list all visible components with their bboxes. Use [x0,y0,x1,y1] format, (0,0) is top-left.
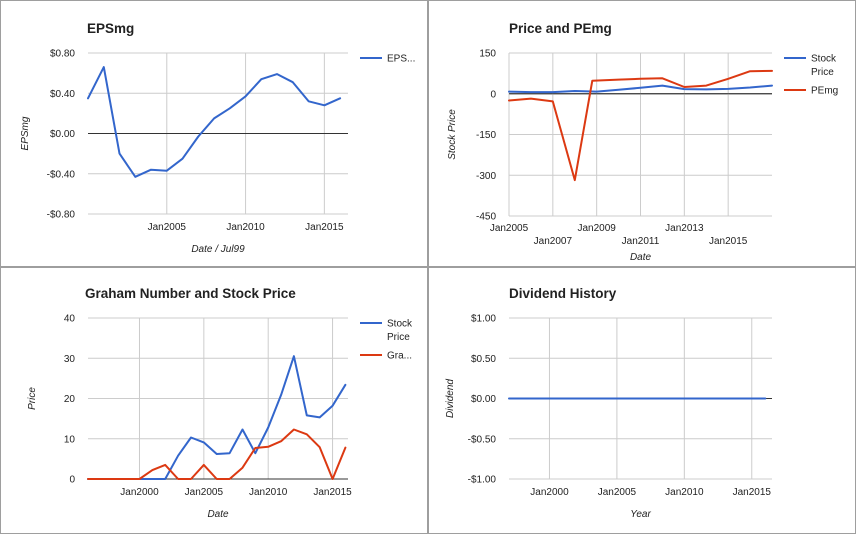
x-tick-label: Jan2010 [665,487,704,498]
y-tick-label: -$0.40 [47,169,76,180]
y-tick-label: $0.80 [50,49,75,60]
y-tick-label: -150 [476,130,496,141]
x-tick-label: Jan2011 [622,236,660,247]
series-line [87,355,347,480]
chart-panel-graham: Graham Number and Stock Price 40 30 20 10 0 Ja… [0,267,428,534]
x-tick-label: Jan2005 [148,222,187,233]
y-tick-label: 0 [69,475,75,486]
chart-dividend-history: Dividend History $1.00 $0.50 $0.00 -$0.50 -$1… [445,286,772,520]
series-line [87,428,347,480]
x-tick-label: Jan2005 [490,223,529,234]
legend-label: Stock [811,54,837,65]
legend-label: Stock [387,319,413,330]
x-tick-label: Jan2005 [598,487,637,498]
y-tick-label: -$0.80 [47,210,76,221]
series-line [508,84,773,94]
y-tick-label: $0.00 [471,394,496,405]
y-tick-label: 30 [64,354,76,365]
y-tick-label: 0 [490,89,496,100]
y-tick-label: 20 [64,394,76,405]
x-tick-label: Jan2000 [120,487,159,498]
x-tick-label: Jan2015 [305,222,344,233]
x-axis-label: Date / Jul99 [191,244,245,255]
x-tick-label: Jan2000 [530,487,569,498]
y-tick-label: 10 [64,434,76,445]
legend-label: Price [811,67,834,78]
y-tick-label: 40 [64,314,76,325]
y-tick-label: 150 [479,49,496,60]
series-line [87,66,342,178]
x-tick-label: Jan2010 [226,222,265,233]
chart-panel-price-pemg: Price and PEmg 150 0 -150 -300 -450 Jan2005 Jan… [428,0,856,267]
x-tick-label: Jan2010 [249,487,288,498]
y-tick-label: -$1.00 [468,475,497,486]
x-axis-label: Date [630,252,652,263]
y-tick-label: -450 [476,212,496,223]
series-line [508,69,773,182]
x-tick-label: Jan2013 [665,223,704,234]
chart-title: Dividend History [509,286,617,301]
legend-label: PEmg [811,86,838,97]
y-tick-label: $0.50 [471,354,496,365]
x-axis-label: Date [207,509,229,520]
chart-panel-epsmg: EPSmg $0.80 $0.40 $0.00 -$0.40 -$0.80 Jan2005 J… [0,0,428,267]
x-tick-label: Jan2009 [577,223,616,234]
y-axis-label: EPSmg [20,116,31,150]
y-tick-label: $1.00 [471,314,496,325]
y-axis-label: Price [27,387,38,410]
x-tick-label: Jan2015 [733,487,772,498]
y-tick-label: -$0.50 [468,434,497,445]
legend-label: Price [387,332,410,343]
legend-label: Gra... [387,351,412,362]
x-tick-label: Jan2007 [534,236,573,247]
legend-label: EPS... [387,54,415,65]
x-axis-label: Year [630,509,651,520]
y-axis-label: Dividend [445,379,456,418]
chart-title: Price and PEmg [509,21,612,36]
y-axis-label: Stock Price [447,109,458,160]
y-tick-label: $0.00 [50,129,75,140]
y-tick-label: -300 [476,171,496,182]
chart-panel-dividend: Dividend History $1.00 $0.50 $0.00 -$0.50 -$1… [428,267,856,534]
x-tick-label: Jan2015 [709,236,748,247]
chart-graham-number: Graham Number and Stock Price 40 30 20 10 0 Ja… [27,286,413,520]
chart-title: EPSmg [87,21,134,36]
x-tick-label: Jan2005 [185,487,224,498]
y-tick-label: $0.40 [50,89,75,100]
chart-epsmg: EPSmg $0.80 $0.40 $0.00 -$0.40 -$0.80 Jan2005 J… [20,21,415,255]
x-tick-label: Jan2015 [313,487,352,498]
chart-title: Graham Number and Stock Price [85,286,296,301]
